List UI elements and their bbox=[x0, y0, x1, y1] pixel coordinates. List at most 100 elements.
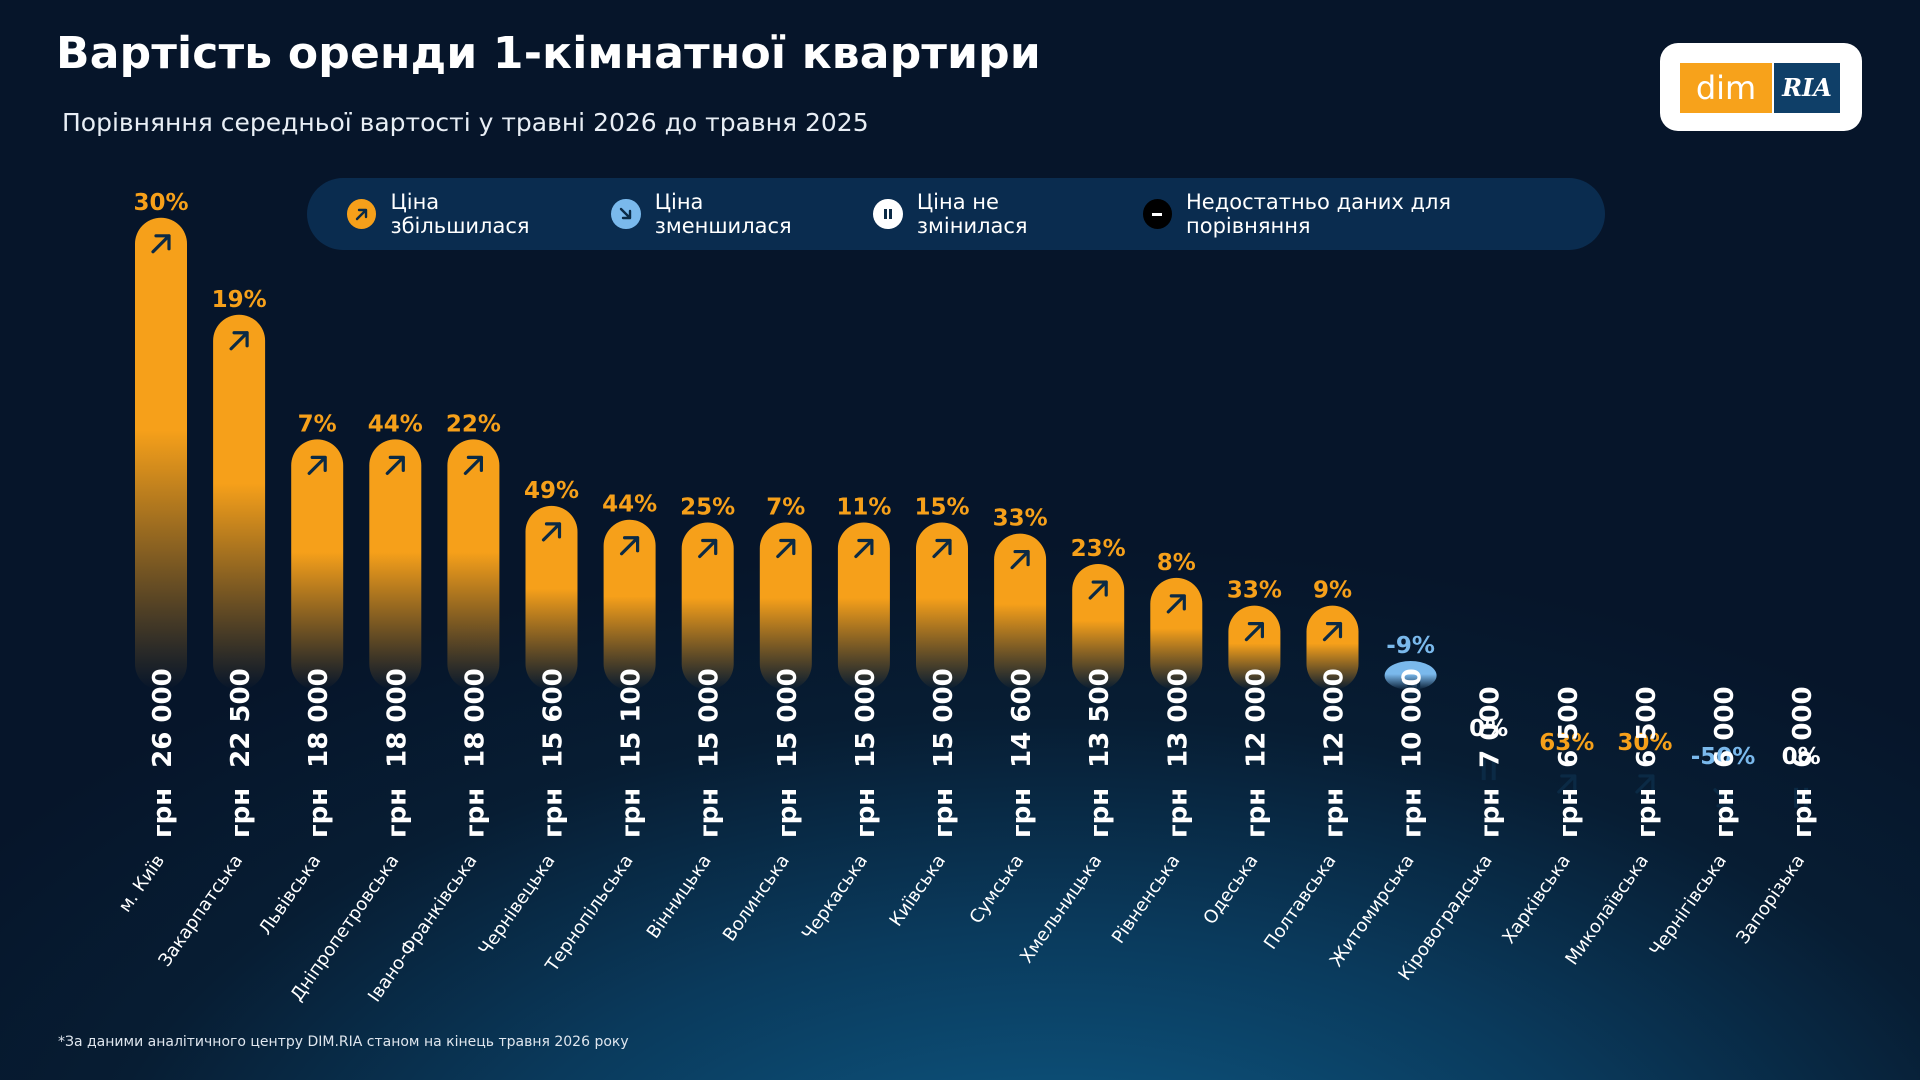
category-label-19: Харківська bbox=[1498, 851, 1575, 948]
arrow-up-right-icon bbox=[776, 538, 796, 559]
arrow-up-right-icon bbox=[619, 536, 640, 556]
category-label-7: Тернопільська bbox=[541, 851, 638, 977]
bar-3 bbox=[291, 439, 344, 690]
arrow-up-right-icon bbox=[1635, 774, 1655, 794]
change-label-2: 19% bbox=[212, 287, 267, 313]
value-label-20: грн6 500 bbox=[1632, 686, 1662, 838]
bar-16 bbox=[1306, 605, 1359, 690]
value-label-12: грн14 600 bbox=[1007, 668, 1037, 838]
category-label-10: Черкаська bbox=[798, 851, 872, 944]
value-label-17: грн10 000 bbox=[1398, 668, 1428, 838]
value-label-19: грн6 500 bbox=[1554, 686, 1584, 838]
bar-11 bbox=[916, 522, 968, 690]
arrow-up-right-icon bbox=[1322, 621, 1343, 642]
value-label-4: грн18 000 bbox=[382, 668, 412, 838]
arrow-up-right-icon bbox=[229, 331, 249, 351]
change-label-4: 44% bbox=[368, 411, 423, 437]
change-label-10: 11% bbox=[836, 495, 891, 521]
change-label-16: 9% bbox=[1313, 578, 1352, 604]
category-label-21: Чернігівська bbox=[1646, 851, 1732, 961]
logo-ria-text: RIA bbox=[1782, 73, 1832, 102]
value-label-14: грн13 000 bbox=[1163, 668, 1193, 838]
bar-8 bbox=[681, 522, 734, 690]
category-label-15: Одеська bbox=[1199, 851, 1262, 929]
value-label-3: грн18 000 bbox=[304, 668, 334, 838]
minus-icon bbox=[1142, 199, 1172, 229]
value-label-9: грн15 000 bbox=[773, 668, 803, 838]
change-label-19: 63% bbox=[1539, 730, 1594, 756]
footnote: *За даними аналітичного центру DIM.RIA с… bbox=[58, 1034, 629, 1050]
legend-item-up: Ціна збільшилася bbox=[347, 190, 581, 238]
change-label-8: 25% bbox=[680, 495, 735, 521]
bar-6 bbox=[525, 505, 578, 690]
change-label-17: -9% bbox=[1386, 633, 1435, 659]
change-label-1: 30% bbox=[133, 190, 188, 216]
change-label-18: 0% bbox=[1469, 716, 1508, 742]
category-label-9: Волинська bbox=[719, 851, 794, 946]
legend-label-up: Ціна збільшилася bbox=[390, 190, 530, 238]
change-label-20: 30% bbox=[1617, 730, 1672, 756]
category-label-16: Полтавська bbox=[1260, 851, 1341, 954]
change-label-9: 7% bbox=[766, 495, 805, 521]
value-label-11: грн15 000 bbox=[929, 668, 959, 838]
pause-icon bbox=[1794, 787, 1809, 808]
arrow-up-right-icon bbox=[698, 538, 718, 559]
bar-7 bbox=[603, 519, 656, 690]
arrow-up-right-icon bbox=[1010, 549, 1030, 570]
arrow-down-right-icon bbox=[1713, 788, 1733, 808]
legend: Ціна збільшилася Ціна зменшилася Ціна не… bbox=[307, 178, 1605, 250]
arrow-up-right-icon bbox=[854, 538, 874, 559]
bar-4 bbox=[369, 439, 422, 690]
change-label-5: 22% bbox=[446, 411, 501, 437]
bar-15 bbox=[1228, 605, 1281, 690]
arrow-up-right-icon bbox=[1166, 594, 1186, 614]
category-label-11: Київська bbox=[886, 851, 951, 931]
category-label-17: Житомирська bbox=[1326, 851, 1419, 971]
bar-13 bbox=[1072, 564, 1125, 690]
legend-item-down: Ціна зменшилася bbox=[611, 190, 843, 238]
bar-14 bbox=[1150, 577, 1203, 690]
category-label-1: м. Київ bbox=[115, 851, 170, 916]
change-label-21: -50% bbox=[1691, 744, 1756, 770]
pause-icon bbox=[873, 199, 903, 229]
arrow-up-right-icon bbox=[463, 455, 483, 475]
value-label-1: грн26 000 bbox=[148, 668, 178, 838]
category-label-13: Хмельницька bbox=[1016, 851, 1106, 967]
bar-12 bbox=[994, 533, 1047, 690]
page-title: Вартість оренди 1-кімнатної квартири bbox=[56, 28, 1041, 79]
value-label-5: грн18 000 bbox=[460, 668, 490, 838]
value-label-10: грн15 000 bbox=[851, 668, 881, 838]
value-label-18: грн7 000 bbox=[1476, 686, 1506, 838]
change-label-14: 8% bbox=[1157, 550, 1196, 576]
change-label-7: 44% bbox=[602, 492, 657, 518]
change-label-13: 23% bbox=[1071, 536, 1126, 562]
change-label-11: 15% bbox=[914, 495, 969, 521]
dim-ria-logo[interactable]: dim RIA bbox=[1660, 43, 1862, 131]
legend-item-na: Недостатньо даних для порівняння bbox=[1142, 190, 1575, 238]
value-label-13: грн13 500 bbox=[1085, 668, 1115, 838]
category-label-22: Запорізька bbox=[1732, 851, 1809, 948]
arrow-up-right-icon bbox=[1557, 774, 1577, 794]
bar-5 bbox=[447, 439, 500, 690]
category-label-14: Рівненська bbox=[1108, 851, 1185, 948]
value-label-8: грн15 000 bbox=[695, 668, 725, 838]
value-label-7: грн15 100 bbox=[617, 668, 647, 838]
category-label-2: Закарпатська bbox=[155, 851, 248, 971]
arrow-up-right-icon bbox=[541, 522, 562, 542]
change-label-12: 33% bbox=[993, 506, 1048, 532]
category-label-12: Сумська bbox=[966, 851, 1029, 928]
arrow-up-right-icon bbox=[151, 234, 171, 254]
value-label-21: грн6 000 bbox=[1710, 686, 1740, 838]
value-label-6: грн15 600 bbox=[539, 668, 569, 838]
legend-item-same: Ціна не змінилася bbox=[873, 190, 1112, 238]
page-subtitle: Порівняння середньої вартості у травні 2… bbox=[62, 108, 869, 137]
change-label-15: 33% bbox=[1227, 578, 1282, 604]
arrow-down-right-icon bbox=[611, 199, 641, 229]
value-label-22: грн6 000 bbox=[1788, 686, 1818, 838]
legend-label-same: Ціна не змінилася bbox=[916, 190, 1028, 238]
category-label-8: Вінницька bbox=[643, 851, 716, 943]
arrow-up-right-icon bbox=[1088, 580, 1108, 600]
arrow-up-right-icon bbox=[932, 538, 952, 559]
change-label-3: 7% bbox=[298, 411, 337, 437]
